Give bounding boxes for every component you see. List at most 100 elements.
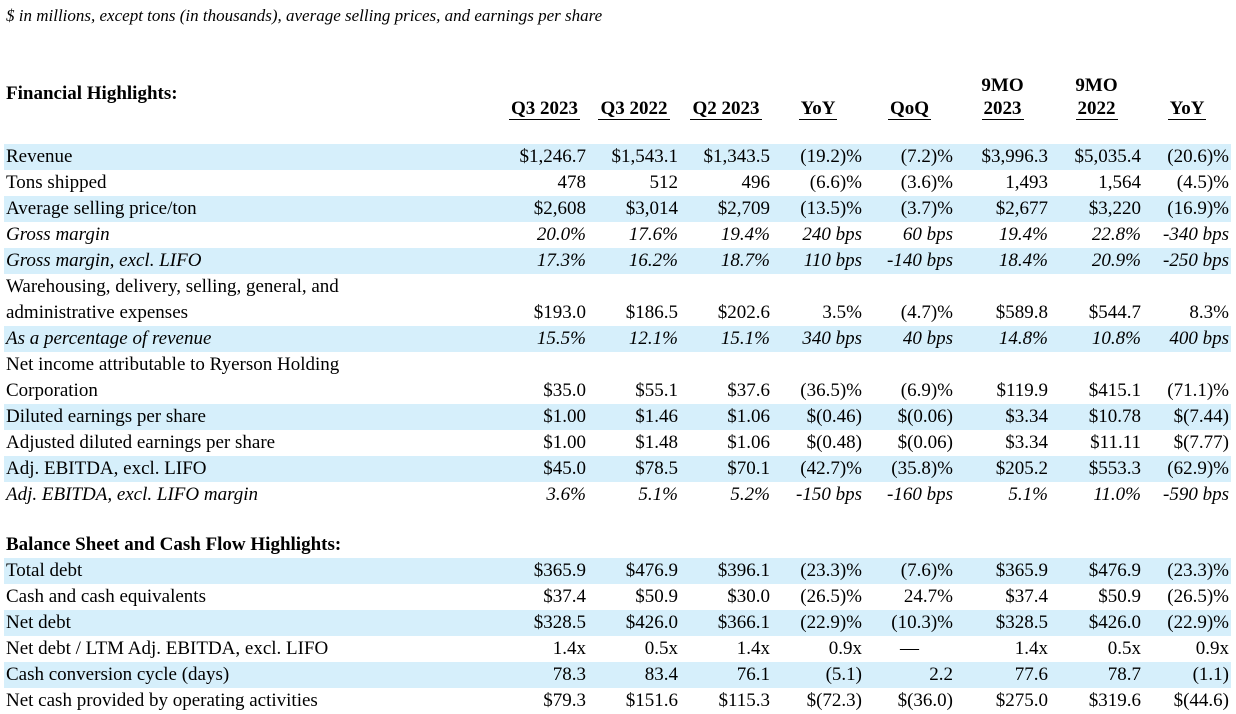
row-value: (22.9)% (772, 610, 864, 636)
row-value: $553.3 (1050, 456, 1143, 482)
section-title-financial: Financial Highlights: (6, 83, 178, 104)
column-header: YoY (1143, 50, 1231, 120)
row-value: $3,014 (588, 196, 680, 222)
row-value: (3.6)% (900, 172, 953, 193)
row-value: 14.8% (955, 326, 1050, 352)
row-value: 0.9x (828, 638, 862, 659)
row-value: $205.2 (955, 456, 1050, 482)
row-value: (42.7)% (772, 456, 864, 482)
row-value: 16.2% (588, 248, 680, 274)
row-value: 19.4% (998, 224, 1048, 245)
column-header-label: QoQ (887, 98, 932, 120)
row-value: (19.2)% (772, 144, 864, 170)
row-value: 76.1 (680, 662, 772, 688)
row-value: $328.5 (955, 610, 1050, 636)
section-title-balance: Balance Sheet and Cash Flow Highlights: (6, 534, 342, 555)
row-value: $78.5 (588, 456, 680, 482)
row-value: -250 bps (1143, 248, 1231, 274)
row-label: Tons shipped (6, 172, 107, 193)
row-value: (4.7)% (900, 302, 953, 323)
balance-row: Cash conversion cycle (days) 78.3 83.4 76.1… (4, 662, 1231, 688)
row-value: 5.1% (1008, 484, 1048, 505)
financial-row: Diluted earnings per share $1.00 $1.46 $1.0… (4, 404, 1231, 430)
financial-row: Net income attributable to Ryerson Holdi… (4, 352, 1231, 404)
section-title-row: Balance Sheet and Cash Flow Highlights: (4, 532, 1231, 558)
row-value: 400 bps (1143, 326, 1231, 352)
row-value: $396.1 (680, 558, 772, 584)
row-value: $(0.48) (806, 432, 862, 453)
row-value: 19.4% (720, 224, 770, 245)
row-value: 60 bps (902, 224, 953, 245)
column-header: Q2 2023 (680, 50, 772, 120)
financial-row: Adjusted diluted earnings per share $1.00… (4, 430, 1231, 456)
row-label: Gross margin, excl. LIFO (4, 248, 501, 274)
row-label: Diluted earnings per share (4, 404, 501, 430)
column-header-label: Q3 2022 (598, 98, 670, 120)
row-value: -340 bps (1163, 224, 1229, 245)
row-value: $366.1 (680, 610, 772, 636)
column-header: Q3 2022 (588, 50, 680, 120)
spacer-cell (4, 120, 1231, 144)
row-value: 1.4x (736, 638, 770, 659)
column-header-label: YoY (1167, 98, 1207, 120)
row-value: $365.9 (955, 558, 1050, 584)
row-value: (20.6)% (1143, 144, 1231, 170)
row-label-line2: Corporation (6, 380, 98, 401)
row-value: $1.06 (727, 432, 770, 453)
column-header-line1: 9MO (1075, 75, 1118, 96)
row-value: 1.4x (1014, 638, 1048, 659)
financial-row: As a percentage of revenue 15.5% 12.1% 15.1… (4, 326, 1231, 352)
row-value: (26.5)% (800, 586, 862, 607)
row-value: -590 bps (1163, 484, 1229, 505)
row-value: (6.9)% (900, 380, 953, 401)
row-value: (5.1) (772, 662, 864, 688)
row-value: $45.0 (501, 456, 588, 482)
row-value: $50.9 (635, 586, 678, 607)
column-header: YoY (772, 50, 864, 120)
row-value: 77.6 (955, 662, 1050, 688)
row-value: 2.2 (864, 662, 955, 688)
financial-row: Warehousing, delivery, selling, general,… (4, 274, 1231, 326)
column-header-label: 2023 (981, 98, 1024, 120)
financial-row: Average selling price/ton $2,608 $3,014 $2,… (4, 196, 1231, 222)
row-value: $115.3 (718, 690, 770, 711)
balance-row: Total debt $365.9 $476.9 $396.1 (23.3)% (7.6)… (4, 558, 1231, 584)
row-value: (23.3)% (1143, 558, 1231, 584)
column-header: 9MO 2023 (955, 50, 1050, 120)
row-label: Total debt (4, 558, 501, 584)
row-value: $3.34 (955, 404, 1050, 430)
row-label: Adj. EBITDA, excl. LIFO (4, 456, 501, 482)
row-value: $2,709 (680, 196, 772, 222)
row-value: $319.6 (1088, 690, 1141, 711)
row-value: 17.3% (501, 248, 588, 274)
row-value: (35.8)% (864, 456, 955, 482)
financial-row: Gross margin 20.0% 17.6% 19.4% 240 bps 60 bps… (4, 222, 1231, 248)
row-label-line2: administrative expenses (6, 302, 189, 323)
balance-row: Net debt / LTM Adj. EBITDA, excl. LIFO 1.… (4, 636, 1231, 662)
row-value: 340 bps (772, 326, 864, 352)
row-value: $(36.0) (897, 690, 953, 711)
row-value: $202.6 (717, 302, 770, 323)
row-value: 40 bps (864, 326, 955, 352)
row-value: $151.6 (625, 690, 678, 711)
row-value: $2,608 (501, 196, 588, 222)
row-value: (62.9)% (1143, 456, 1231, 482)
balance-row: Net cash provided by operating activitie… (4, 688, 1231, 714)
row-value: (1.1) (1143, 662, 1231, 688)
row-value: 18.4% (955, 248, 1050, 274)
row-label: Adj. EBITDA, excl. LIFO margin (6, 484, 259, 505)
row-label: Gross margin (6, 224, 110, 245)
row-value: 1,564 (1098, 172, 1141, 193)
row-label: Cash conversion cycle (days) (4, 662, 501, 688)
row-value: (6.6)% (809, 172, 862, 193)
row-label: Warehousing, delivery, selling, general,… (4, 274, 501, 326)
financial-row: Adj. EBITDA, excl. LIFO $45.0 $78.5 $70.1 (4… (4, 456, 1231, 482)
row-value: 1,493 (1005, 172, 1048, 193)
row-value: (36.5)% (800, 380, 862, 401)
spacer-cell (4, 508, 1231, 532)
row-value: 512 (649, 172, 679, 193)
row-value: $544.7 (1088, 302, 1141, 323)
row-value: 496 (741, 172, 771, 193)
row-value: $79.3 (543, 690, 586, 711)
row-value: (13.5)% (772, 196, 864, 222)
